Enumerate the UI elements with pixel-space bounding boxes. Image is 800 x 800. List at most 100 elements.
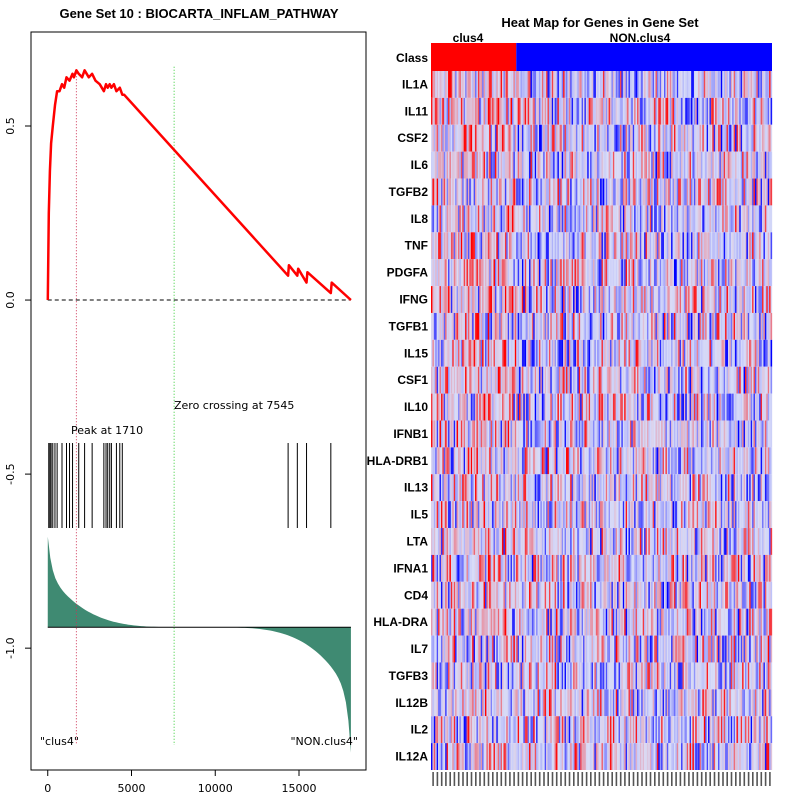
heatmap-cell — [565, 205, 568, 233]
heatmap-cell — [709, 124, 712, 152]
heatmap-cell — [604, 393, 606, 421]
heatmap-cell — [641, 151, 643, 179]
heatmap-cell — [682, 554, 685, 582]
heatmap-cell — [583, 420, 585, 448]
heatmap-cell — [732, 501, 734, 529]
heatmap-cell — [649, 447, 652, 475]
heatmap-cell — [665, 178, 668, 206]
heatmap-cell — [452, 97, 454, 125]
heatmap-cell — [463, 97, 466, 125]
heatmap-cell — [610, 393, 612, 421]
heatmap-cell — [583, 232, 585, 260]
heatmap-cell — [614, 97, 616, 125]
heatmap-cell — [615, 178, 618, 206]
heatmap-cell — [440, 581, 443, 609]
heatmap-cell — [475, 232, 477, 260]
heatmap-cell — [745, 501, 747, 529]
heatmap-cell — [621, 393, 623, 421]
heatmap-cell — [767, 393, 770, 421]
heatmap-cell — [682, 124, 685, 152]
heatmap-cell — [463, 608, 466, 636]
heatmap-cell — [624, 393, 626, 421]
heatmap-cell — [598, 178, 601, 206]
heatmap-cell — [716, 312, 719, 340]
heatmap-cell — [733, 71, 736, 98]
heatmap-cell — [521, 124, 524, 152]
heatmap-cell — [610, 151, 612, 179]
heatmap-cell — [617, 420, 619, 448]
heatmap-cell — [638, 581, 641, 609]
heatmap-cell — [763, 420, 766, 448]
heatmap-cell — [605, 259, 608, 287]
heatmap-cell — [534, 554, 537, 582]
heatmap-cell — [487, 366, 490, 394]
heatmap-cell — [554, 581, 557, 609]
heatmap-cell — [723, 528, 726, 555]
heatmap-cell — [484, 420, 487, 448]
heatmap-cell — [567, 286, 569, 313]
heatmap-cell — [452, 151, 454, 179]
heatmap-cell — [692, 205, 694, 233]
heatmap-cell — [483, 447, 486, 475]
heatmap-cell — [696, 205, 699, 233]
heatmap-cell — [536, 528, 538, 555]
heatmap-cell — [642, 232, 645, 260]
heatmap-cell — [551, 205, 554, 233]
heatmap-cell — [652, 151, 655, 179]
heatmap-cell — [719, 528, 721, 555]
heatmap-cell — [628, 339, 631, 367]
heatmap-cell — [553, 366, 555, 394]
heatmap-cell — [445, 339, 447, 367]
heatmap-cell — [608, 554, 611, 582]
heatmap-cell — [594, 581, 596, 609]
heatmap-cell — [676, 151, 679, 179]
heatmap-cell — [536, 501, 538, 529]
heatmap-cell — [679, 420, 682, 448]
heatmap-cell — [431, 339, 433, 367]
heatmap-cell — [440, 366, 443, 394]
heatmap-row-tgfb2 — [431, 178, 773, 206]
heatmap-cell — [635, 501, 638, 529]
heatmap-cell — [466, 393, 469, 421]
heatmap-cell — [499, 178, 501, 206]
heatmap-cell — [581, 286, 584, 313]
heatmap-cell — [770, 259, 773, 287]
heatmap-cell — [715, 286, 717, 313]
heatmap-cell — [692, 151, 694, 179]
heatmap-cell — [666, 554, 669, 582]
heatmap-cell — [685, 178, 687, 206]
heatmap-cell — [581, 581, 584, 609]
heatmap-cell — [610, 286, 612, 313]
heatmap-row-hla-dra — [431, 608, 773, 636]
heatmap-cell — [477, 474, 480, 502]
heatmap-cell — [580, 151, 582, 179]
heatmap-cell — [628, 447, 631, 475]
heatmap-cell — [696, 71, 699, 98]
heatmap-cell — [445, 286, 447, 313]
heatmap-cell — [746, 124, 748, 152]
heatmap-cell — [489, 312, 491, 340]
heatmap-cell — [550, 178, 552, 206]
heatmap-cell — [654, 501, 656, 529]
heatmap-cell — [649, 286, 652, 313]
heatmap-cell — [583, 608, 585, 636]
heatmap-cell — [646, 581, 649, 609]
heatmap-cell — [730, 366, 733, 394]
heatmap-cell — [617, 97, 619, 125]
heatmap-cell — [527, 312, 530, 340]
heatmap-cell — [763, 71, 766, 98]
heatmap-cell — [733, 232, 736, 260]
heatmap-cell — [666, 474, 669, 502]
heatmap-cell — [459, 312, 461, 340]
heatmap-cell — [722, 393, 724, 421]
heatmap-cell — [509, 393, 511, 421]
heatmap-cell — [685, 474, 687, 502]
heatmap-cell — [536, 286, 538, 313]
heatmap-cell — [654, 232, 656, 260]
heatmap-cell — [691, 259, 693, 287]
heatmap-cell — [551, 259, 554, 287]
heatmap-cell — [521, 339, 524, 367]
heatmap-cell — [664, 178, 666, 206]
heatmap-cell — [725, 97, 727, 125]
heatmap-cell — [568, 393, 571, 421]
